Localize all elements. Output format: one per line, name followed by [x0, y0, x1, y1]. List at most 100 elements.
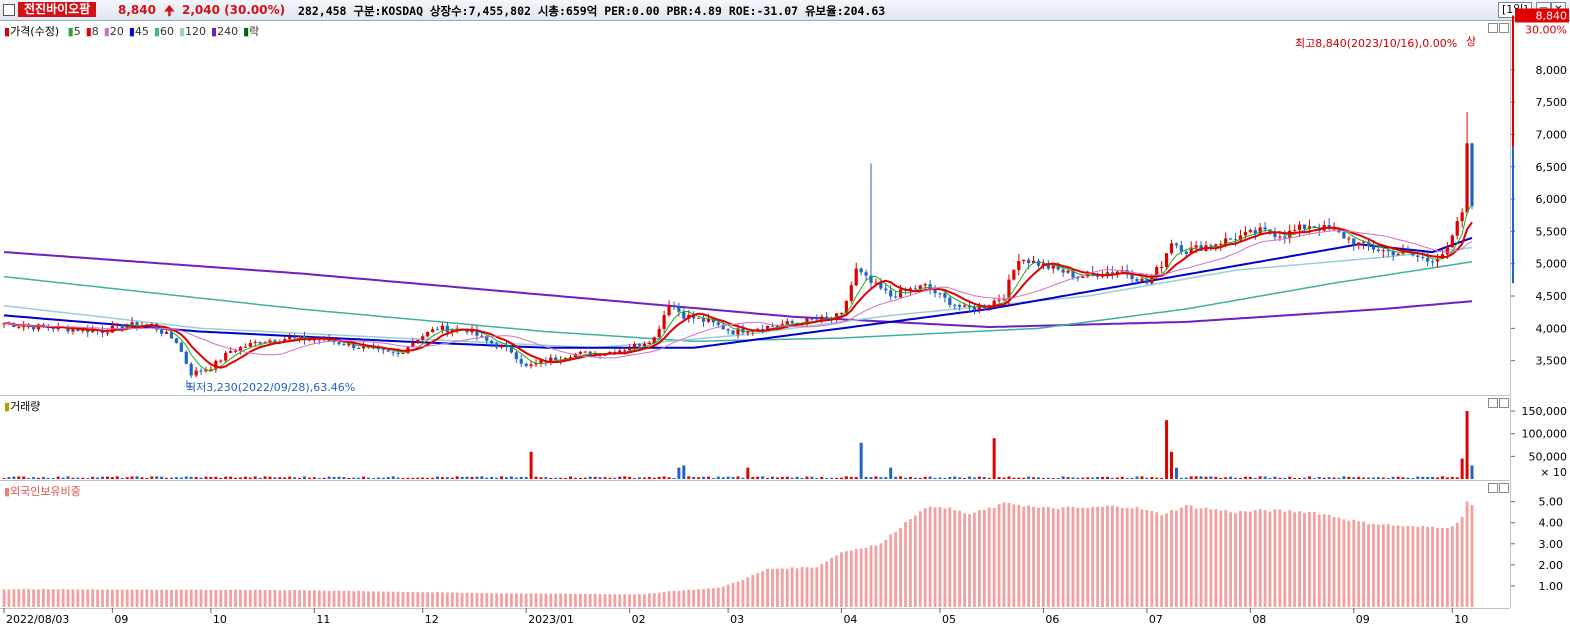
- volume-bar: [1386, 477, 1390, 479]
- candle-body: [746, 331, 750, 333]
- price-change: 2,040 (30.00%): [182, 3, 286, 17]
- foreign-ratio-chart[interactable]: [0, 481, 1510, 608]
- candle-body: [820, 316, 824, 320]
- foreign-bar: [1106, 505, 1109, 607]
- foreign-bar: [416, 592, 420, 607]
- volume-chart[interactable]: [0, 396, 1510, 480]
- panel-close-icon[interactable]: [1499, 483, 1509, 493]
- current-price: 8,840: [118, 3, 156, 17]
- legend-ma-락[interactable]: ▮락: [243, 25, 260, 38]
- legend-ma-240[interactable]: ▮240: [211, 25, 239, 38]
- price-chart[interactable]: 최고8,840(2023/10/16),0.00% 상최저3,230(2022/0…: [0, 21, 1510, 395]
- legend-ma-45[interactable]: ▮45: [128, 25, 149, 38]
- volume-bar: [869, 477, 873, 479]
- candle-body: [568, 357, 573, 359]
- foreign-bar: [475, 593, 479, 607]
- foreign-bar: [66, 589, 70, 607]
- volume-bar: [943, 477, 947, 479]
- foreign-bar: [101, 589, 104, 607]
- volume-bar: [169, 477, 173, 479]
- candle-body: [209, 369, 213, 371]
- volume-bar: [785, 476, 789, 479]
- volume-bar: [209, 476, 213, 479]
- foreign-bar: [1219, 510, 1223, 607]
- volume-bar: [1145, 477, 1149, 479]
- low-note-arrow: [186, 380, 194, 388]
- foreign-bar: [583, 593, 587, 607]
- volume-bar: [421, 477, 425, 479]
- volume-bar: [509, 476, 513, 479]
- volume-bar: [7, 477, 11, 479]
- candle-body: [51, 328, 55, 330]
- panel-close-icon[interactable]: [1499, 23, 1509, 33]
- volume-bar: [623, 476, 627, 479]
- volume-bar: [367, 477, 371, 479]
- volume-bar: [711, 478, 715, 479]
- foreign-bar: [386, 591, 390, 607]
- candle-body: [716, 322, 720, 325]
- candle-body: [692, 314, 696, 319]
- foreign-bar: [317, 590, 321, 607]
- candle-body: [539, 360, 543, 364]
- foreign-bar: [1416, 526, 1420, 607]
- foreign-bar: [431, 592, 434, 607]
- price-tick-label: 7,500: [1536, 96, 1568, 109]
- volume-bar: [490, 476, 494, 479]
- current-price-tag: 8,840: [1536, 9, 1568, 22]
- candle-body: [189, 363, 193, 376]
- foreign-bar: [1460, 516, 1464, 607]
- volume-bar: [396, 477, 400, 479]
- volume-bar: [342, 477, 346, 479]
- volume-bar: [1204, 476, 1208, 479]
- candle-body: [91, 329, 95, 333]
- foreign-bar: [239, 589, 242, 607]
- legend-ma-8[interactable]: ▮8: [85, 25, 99, 38]
- candle-body: [583, 351, 587, 353]
- panel-restore-icon[interactable]: [1488, 483, 1498, 493]
- candle-body: [869, 275, 873, 283]
- volume-bar: [997, 477, 1001, 479]
- volume-bar: [263, 476, 267, 479]
- volume-bar: [1436, 477, 1440, 479]
- date-tick-label: 11: [316, 613, 330, 626]
- foreign-bar: [1184, 504, 1188, 607]
- stock-name[interactable]: 전진바이오팜: [18, 2, 97, 17]
- select-checkbox[interactable]: [3, 4, 15, 16]
- legend-ma-60[interactable]: ▮60: [153, 25, 174, 38]
- foreign-bar: [189, 589, 193, 607]
- panel-restore-icon[interactable]: [1488, 398, 1498, 408]
- volume-bar: [1327, 477, 1331, 479]
- candle-body: [898, 289, 903, 298]
- legend-ma-5[interactable]: ▮5: [67, 25, 81, 38]
- volume-bar: [1406, 477, 1410, 479]
- panel-close-icon[interactable]: [1499, 398, 1509, 408]
- candle-body: [1248, 230, 1252, 232]
- volume-bar: [199, 477, 203, 479]
- volume-bar: [41, 477, 45, 479]
- foreign-bar: [544, 593, 548, 607]
- candle-body: [1253, 230, 1257, 234]
- volume-bar: [1278, 477, 1282, 479]
- legend-ma-120[interactable]: ▮120: [178, 25, 207, 38]
- candle-body: [120, 324, 124, 329]
- volume-bar: [524, 477, 528, 479]
- legend-ma-20[interactable]: ▮20: [103, 25, 124, 38]
- volume-bar: [1086, 477, 1090, 479]
- foreign-bar: [702, 589, 705, 607]
- date-tick-label: 03: [730, 613, 744, 626]
- candle-body: [913, 288, 917, 290]
- volume-bar: [1061, 476, 1065, 479]
- volume-bar: [224, 476, 228, 479]
- volume-bar: [539, 477, 543, 479]
- volume-bar: [903, 477, 907, 479]
- candle-body: [948, 297, 952, 305]
- candle-body: [435, 329, 440, 331]
- date-tick-label: 05: [942, 613, 956, 626]
- panel-restore-icon[interactable]: [1488, 23, 1498, 33]
- volume-bar: [86, 478, 90, 479]
- foreign-bar: [248, 590, 252, 607]
- candle-body: [657, 328, 661, 338]
- candle-body: [1046, 263, 1050, 269]
- foreign-bar: [234, 589, 237, 607]
- foreign-bar: [1135, 506, 1139, 607]
